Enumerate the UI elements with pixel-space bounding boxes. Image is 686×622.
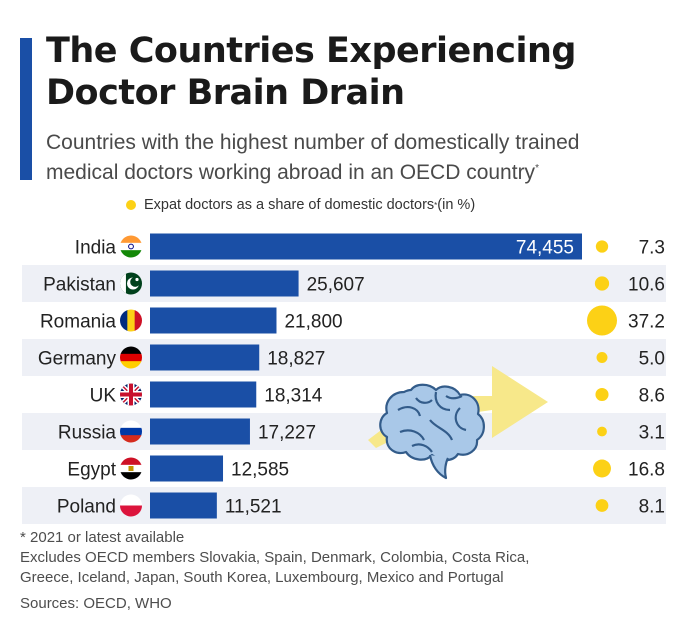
subtitle-line-2-wrap: medical doctors working abroad in an OEC… bbox=[46, 156, 676, 186]
subtitle-line-2: medical doctors working abroad in an OEC… bbox=[46, 161, 536, 184]
share-dot-poland bbox=[595, 499, 609, 512]
bar-poland bbox=[150, 492, 217, 519]
share-dot-germany bbox=[596, 352, 608, 363]
category-label-pakistan: Pakistan bbox=[43, 275, 116, 296]
share-value-label-egypt: 16.8 bbox=[628, 460, 665, 481]
title-accent-bar bbox=[20, 38, 32, 180]
share-dot-romania bbox=[587, 305, 617, 336]
share-value-label-russia: 3.1 bbox=[639, 423, 665, 444]
legend: Expat doctors as a share of domestic doc… bbox=[126, 197, 475, 213]
row-bands bbox=[22, 265, 666, 524]
share-value-label-poland: 8.1 bbox=[639, 497, 665, 518]
bar-value-label-poland: 11,521 bbox=[225, 497, 282, 518]
category-label-india: India bbox=[75, 238, 117, 259]
chart-subtitle: Countries with the highest number of dom… bbox=[46, 130, 676, 186]
legend-label: Expat doctors as a share of domestic doc… bbox=[144, 197, 435, 213]
subtitle-line-1: Countries with the highest number of dom… bbox=[46, 131, 580, 154]
share-dot-pakistan bbox=[594, 276, 610, 291]
bar-value-label-india: 74,455 bbox=[516, 238, 574, 259]
title-line-2: Doctor Brain Drain bbox=[46, 73, 405, 113]
bar-value-label-egypt: 12,585 bbox=[231, 460, 289, 481]
poland-flag-icon bbox=[120, 494, 142, 517]
germany-flag-icon bbox=[120, 346, 142, 369]
excludes-note-line-1: Excludes OECD members Slovakia, Spain, D… bbox=[20, 549, 530, 566]
share-value-label-uk: 8.6 bbox=[639, 386, 665, 407]
legend-footnote-mark: * bbox=[434, 200, 438, 210]
bars: India 74,455 7.3 Pakistan 25,607 10.6 Romania 2… bbox=[38, 233, 665, 519]
row-band-poland bbox=[22, 487, 666, 524]
share-dot-russia bbox=[597, 426, 607, 437]
bar-value-label-germany: 18,827 bbox=[267, 349, 325, 370]
chart-title: The Countries Experiencing Doctor Brain … bbox=[46, 30, 666, 114]
bar-value-label-romania: 21,800 bbox=[284, 312, 342, 333]
category-label-egypt: Egypt bbox=[67, 460, 116, 481]
title-line-1: The Countries Experiencing bbox=[46, 31, 576, 71]
share-value-label-germany: 5.0 bbox=[639, 349, 665, 370]
india-flag-icon bbox=[120, 235, 142, 258]
bar-pakistan bbox=[150, 270, 299, 297]
bar-egypt bbox=[150, 455, 224, 482]
legend-suffix: (in %) bbox=[437, 197, 476, 213]
excludes-note-line-2: Greece, Iceland, Japan, South Korea, Lux… bbox=[20, 569, 504, 586]
russia-flag-icon bbox=[120, 420, 142, 443]
bar-russia bbox=[150, 418, 250, 445]
row-band-germany bbox=[22, 339, 666, 376]
category-label-russia: Russia bbox=[58, 423, 117, 444]
bar-value-label-pakistan: 25,607 bbox=[307, 275, 365, 296]
category-label-uk: UK bbox=[90, 386, 117, 407]
row-band-russia bbox=[22, 413, 666, 450]
romania-flag-icon bbox=[120, 309, 142, 332]
share-dot-uk bbox=[595, 387, 609, 402]
decoration bbox=[368, 366, 548, 480]
category-label-poland: Poland bbox=[57, 497, 116, 518]
share-dot-egypt bbox=[593, 459, 611, 478]
pakistan-flag-icon bbox=[120, 272, 142, 295]
category-label-germany: Germany bbox=[38, 349, 117, 370]
bar-value-label-russia: 17,227 bbox=[258, 423, 316, 444]
bar-romania bbox=[150, 307, 277, 334]
bar-value-label-uk: 18,314 bbox=[264, 386, 323, 407]
share-value-label-romania: 37.2 bbox=[628, 312, 665, 333]
legend-dot bbox=[126, 200, 136, 210]
bar-germany bbox=[150, 344, 260, 371]
subtitle-footnote-mark: * bbox=[535, 163, 539, 174]
share-value-label-india: 7.3 bbox=[639, 238, 665, 259]
egypt-flag-icon bbox=[120, 457, 142, 480]
share-dot-india bbox=[595, 240, 609, 253]
sources: Sources: OECD, WHO bbox=[20, 595, 172, 612]
share-value-label-pakistan: 10.6 bbox=[628, 275, 665, 296]
bar-uk bbox=[150, 381, 257, 408]
category-label-romania: Romania bbox=[40, 312, 116, 333]
uk-flag-icon bbox=[120, 383, 142, 406]
bar-india bbox=[150, 233, 582, 260]
footnote: * 2021 or latest available bbox=[20, 529, 185, 546]
brain-icon bbox=[379, 383, 485, 480]
